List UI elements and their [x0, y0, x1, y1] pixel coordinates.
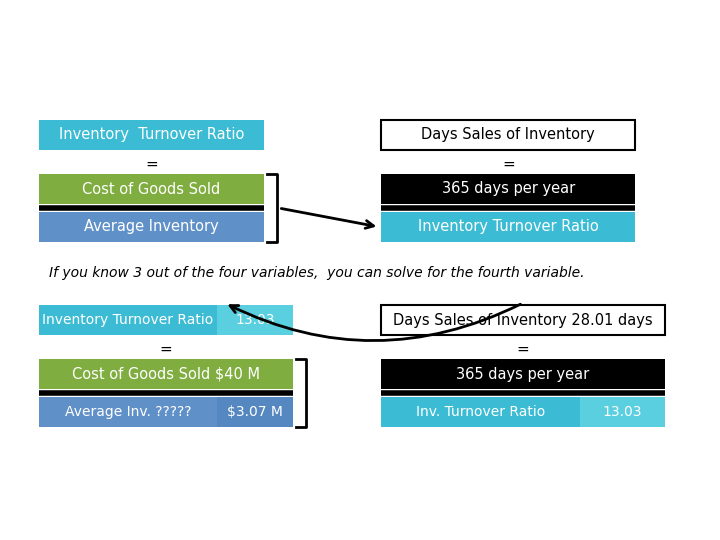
- Text: =: =: [145, 157, 158, 172]
- FancyBboxPatch shape: [381, 359, 665, 389]
- Text: Cost of Goods Sold: Cost of Goods Sold: [82, 181, 220, 197]
- Text: $3.07 M: $3.07 M: [228, 405, 283, 419]
- Text: 365 days per year: 365 days per year: [456, 367, 590, 381]
- Text: 13.03: 13.03: [235, 313, 275, 327]
- FancyBboxPatch shape: [381, 305, 665, 335]
- Text: 13.03: 13.03: [603, 405, 642, 419]
- FancyBboxPatch shape: [381, 120, 635, 150]
- Text: 365 days per year: 365 days per year: [441, 181, 575, 197]
- Text: Inventory Turnover Ratio: Inventory Turnover Ratio: [418, 219, 598, 234]
- Text: Cost of Goods Sold $40 M: Cost of Goods Sold $40 M: [72, 367, 260, 381]
- FancyBboxPatch shape: [381, 397, 580, 427]
- Text: Days Sales of Inventory 28.01 days: Days Sales of Inventory 28.01 days: [393, 313, 653, 327]
- FancyBboxPatch shape: [39, 120, 264, 150]
- FancyBboxPatch shape: [580, 397, 665, 427]
- FancyBboxPatch shape: [381, 212, 635, 242]
- FancyBboxPatch shape: [39, 397, 217, 427]
- FancyBboxPatch shape: [381, 174, 635, 204]
- FancyBboxPatch shape: [217, 397, 293, 427]
- Text: =: =: [502, 157, 515, 172]
- Text: Inventory  Turnover Ratio: Inventory Turnover Ratio: [59, 127, 244, 143]
- Text: =: =: [160, 341, 173, 356]
- FancyBboxPatch shape: [39, 174, 264, 204]
- Text: Inventory Turnover Ratio: Inventory Turnover Ratio: [42, 313, 214, 327]
- Text: =: =: [516, 341, 529, 356]
- Text: Days Sales of Inventory: Days Sales of Inventory: [421, 127, 595, 143]
- FancyBboxPatch shape: [39, 212, 264, 242]
- Text: Average Inventory: Average Inventory: [84, 219, 219, 234]
- FancyBboxPatch shape: [39, 305, 217, 335]
- Text: Average Inv. ?????: Average Inv. ?????: [65, 405, 192, 419]
- FancyBboxPatch shape: [39, 359, 293, 389]
- Text: Inv. Turnover Ratio: Inv. Turnover Ratio: [415, 405, 545, 419]
- FancyBboxPatch shape: [217, 305, 293, 335]
- Text: If you know 3 out of the four variables,  you can solve for the fourth variable.: If you know 3 out of the four variables,…: [49, 267, 585, 280]
